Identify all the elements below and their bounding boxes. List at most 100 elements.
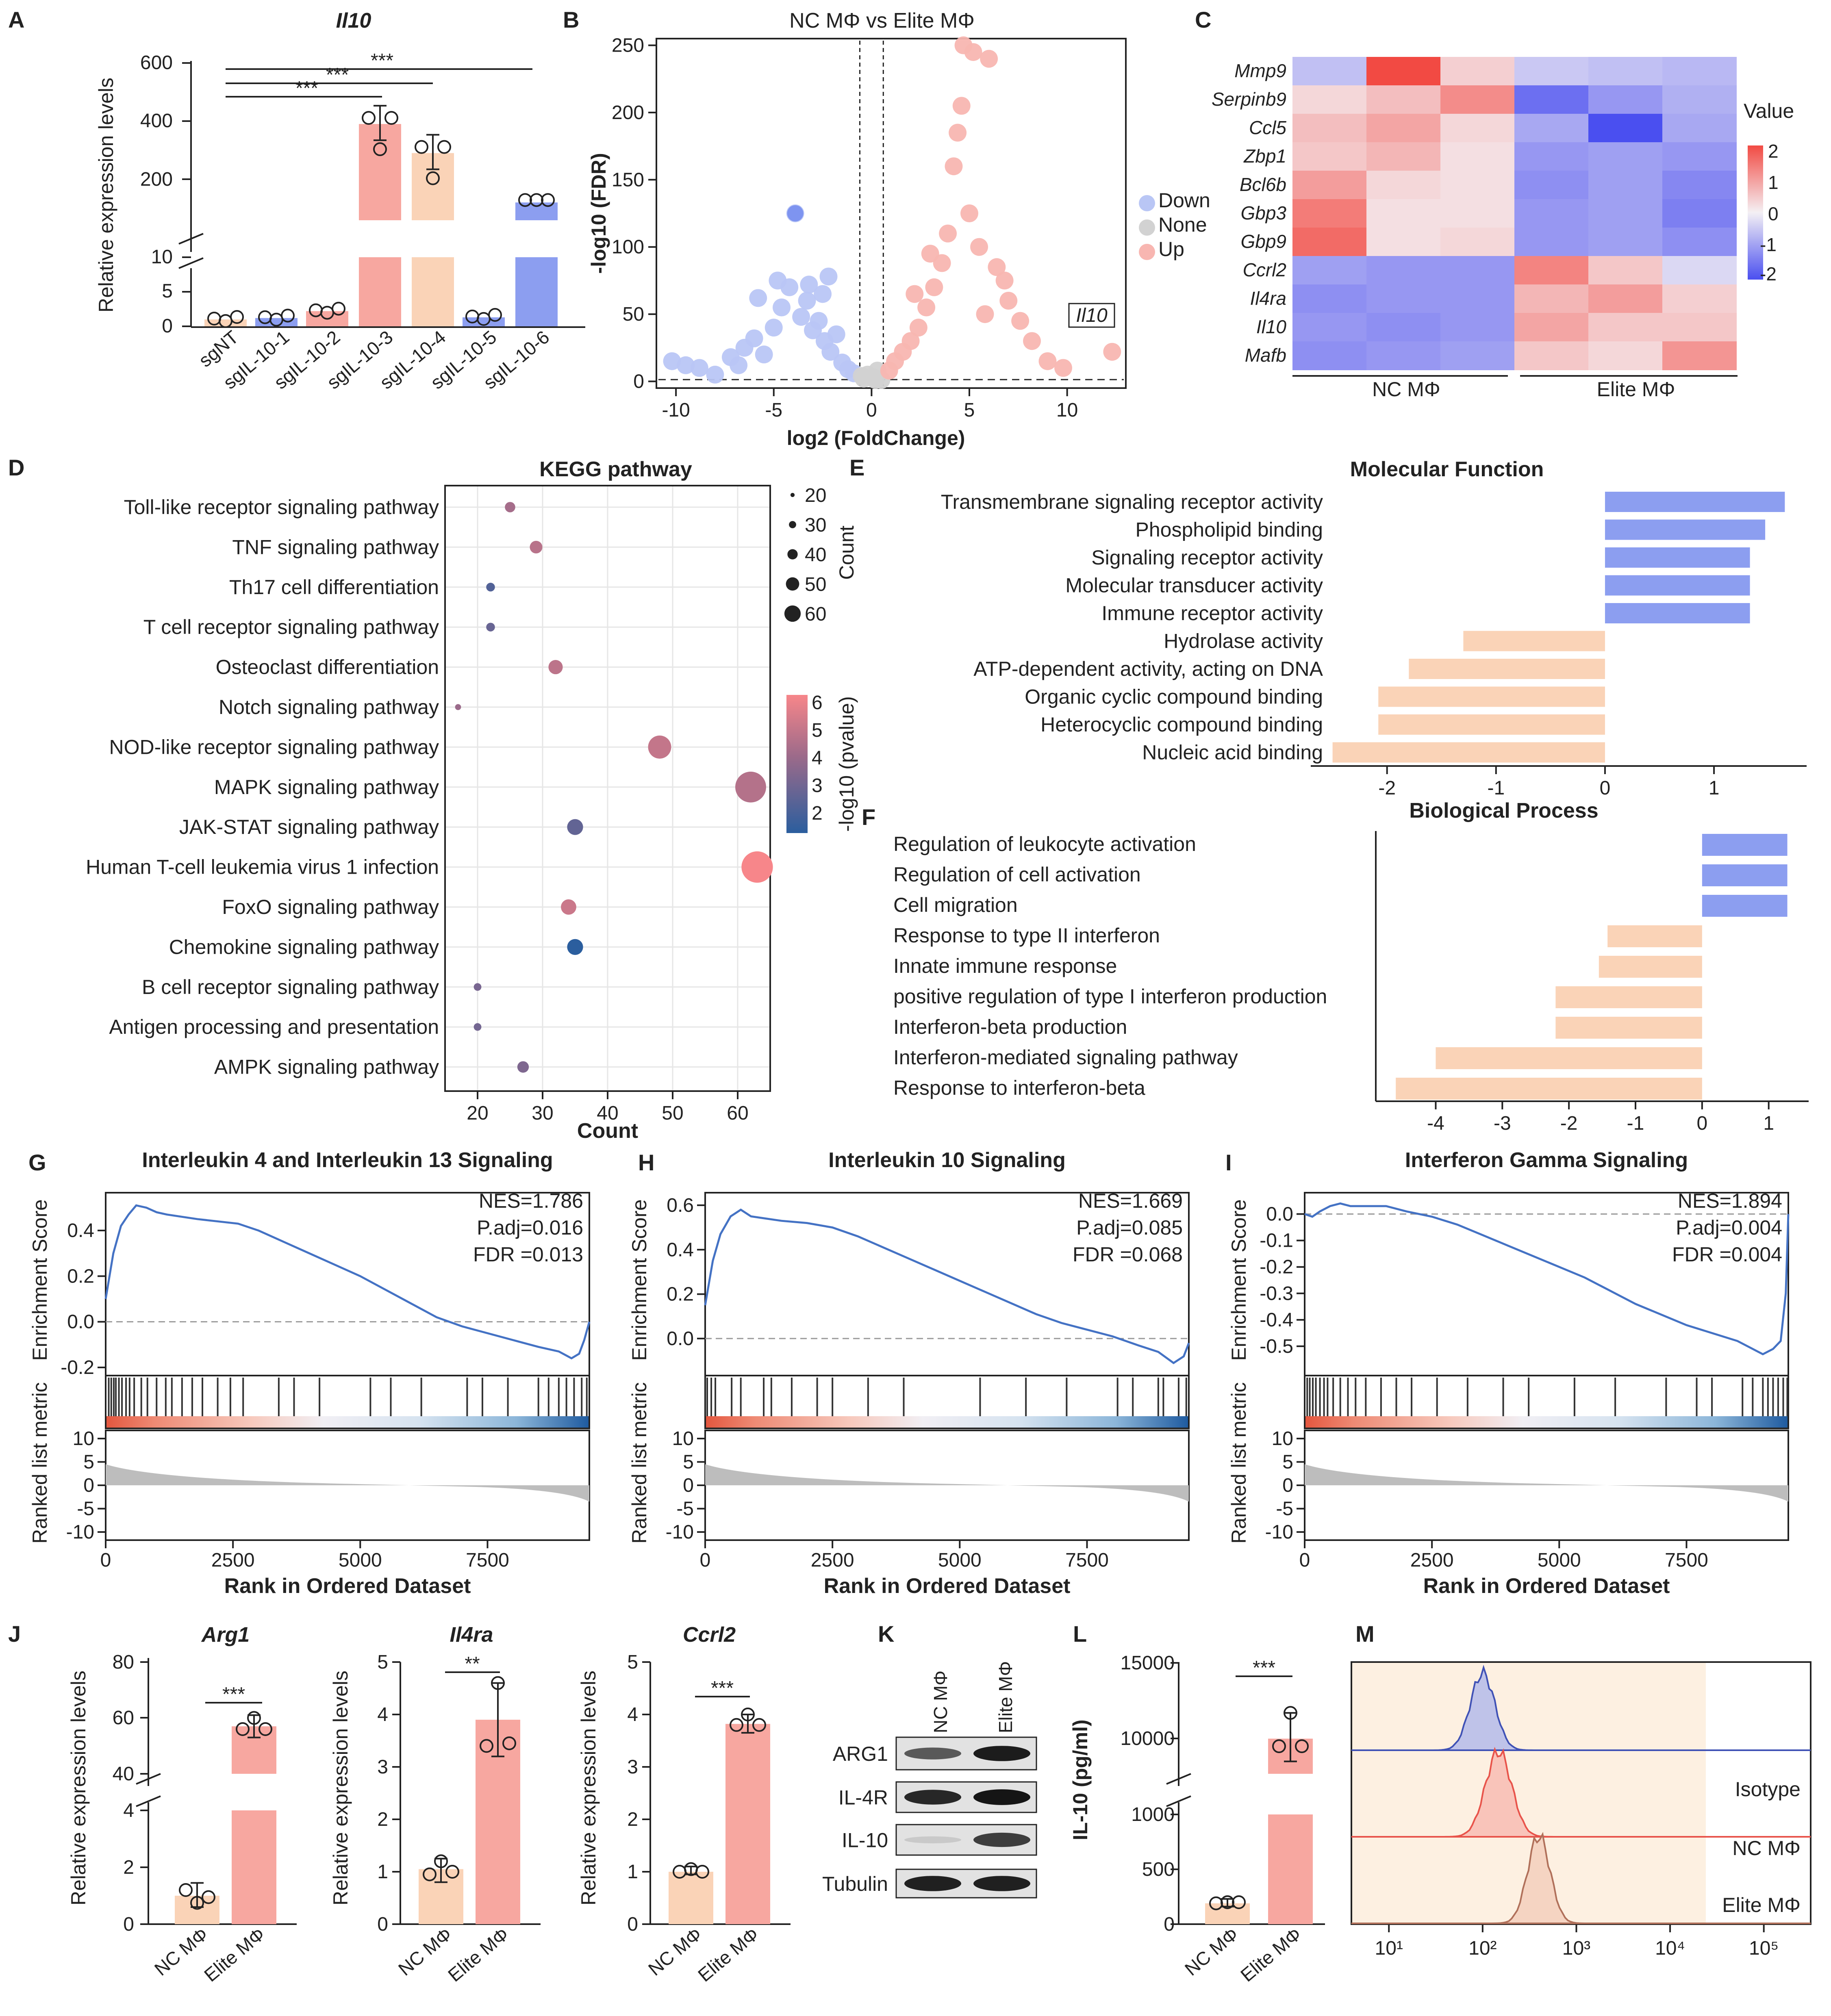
d-xtick-label: 40 (597, 1102, 618, 1124)
gsea-g-xtick-label: 2500 (211, 1549, 255, 1571)
k-blot-band (973, 1746, 1030, 1761)
d-xlabel: Count (577, 1119, 638, 1143)
c-row-label: Mafb (1245, 345, 1286, 366)
m-xtick-label: 10⁵ (1749, 1938, 1779, 1959)
e-bar (1605, 492, 1785, 512)
j-il4ra-ytick-label: 1 (377, 1861, 388, 1883)
j-arg1-sig: *** (222, 1684, 245, 1705)
panel-j: Arg1 Relative expression levels 80 60 40… (67, 1623, 791, 1986)
f-bar (1599, 956, 1702, 978)
b-point-down (677, 356, 695, 374)
d-row-label: T cell receptor signaling pathway (143, 616, 439, 638)
gsea-g-xlabel: Rank in Ordered Dataset (224, 1574, 471, 1598)
gsea-h-metric-area (705, 1464, 1189, 1502)
e-category-label: Transmembrane signaling receptor activit… (941, 490, 1323, 513)
gsea-g-mtick-label: 5 (83, 1452, 94, 1473)
gsea-h-title: Interleukin 10 Signaling (828, 1148, 1066, 1172)
l-ylabel: IL-10 (pg/ml) (1069, 1719, 1092, 1840)
e-category-label: Heterocyclic compound binding (1040, 713, 1323, 736)
b-point-up (906, 285, 924, 303)
gsea-i-stat: P.adj=0.004 (1676, 1216, 1782, 1239)
a-ytick: 5 (162, 280, 173, 302)
gsea-i-mtick-label: 5 (1282, 1452, 1293, 1473)
gsea-g-hits-frame (105, 1375, 590, 1429)
gsea-h-es-curve (704, 1208, 1190, 1365)
l-xtick-label: NC MΦ (1181, 1923, 1242, 1980)
gsea-i-mtick-label: 10 (1272, 1428, 1293, 1450)
c-heat-cell (1292, 142, 1367, 171)
b-xlabel: log2 (FoldChange) (787, 427, 965, 449)
c-heat-cell (1366, 313, 1441, 342)
gsea-h-xlabel: Rank in Ordered Dataset (824, 1574, 1071, 1598)
b-point-down (663, 352, 681, 370)
c-heat-cell (1366, 228, 1441, 256)
c-heat-cell (1588, 142, 1663, 171)
gsea-i-title: Interferon Gamma Signaling (1405, 1148, 1688, 1172)
c-legend-title: Value (1744, 100, 1794, 122)
a-data-point (281, 308, 295, 323)
gsea-i-xtick-label: 7500 (1665, 1549, 1708, 1571)
b-point-up (1023, 332, 1041, 350)
k-blot-band (973, 1789, 1030, 1805)
gsea-i-xtick-label: 0 (1299, 1549, 1310, 1571)
c-heat-cell (1662, 341, 1737, 370)
b-title: NC MΦ vs Elite MΦ (789, 9, 975, 33)
c-heat-cell (1662, 228, 1737, 256)
c-heat-cell (1440, 199, 1515, 228)
b-point-up (945, 157, 963, 176)
j-ccrl2-ytick-label: 0 (627, 1914, 638, 1935)
k-blot-band (973, 1876, 1030, 1891)
e-category-label: ATP-dependent activity, acting on DNA (973, 658, 1323, 680)
c-heat-cell (1588, 171, 1663, 200)
e-category-label: Nucleic acid binding (1142, 741, 1323, 764)
c-heat-cell (1292, 171, 1367, 200)
m-hist-isotype (1351, 1664, 1811, 1751)
j-arg1-break-mark (136, 1795, 161, 1807)
d-xtick-label: 30 (532, 1102, 553, 1124)
j-arg1-bar (232, 1810, 276, 1924)
b-point-down (773, 298, 791, 317)
j-il4ra-data-point (434, 1854, 448, 1868)
j-ylabel: Relative expression levels (329, 1671, 352, 1905)
e-bar (1605, 519, 1766, 540)
f-bar (1702, 864, 1788, 886)
c-heat-cell (1366, 341, 1441, 370)
b-point-up (976, 305, 994, 323)
c-row-label: Il10 (1256, 316, 1287, 337)
d-point (517, 1061, 529, 1073)
e-category-label: Molecular transducer activity (1065, 574, 1323, 597)
d-point (567, 819, 583, 835)
c-heat-cell (1662, 256, 1737, 285)
gsea-i-ytick-label: -0.1 (1260, 1230, 1293, 1252)
a-data-point (362, 111, 376, 125)
a-sig-label: *** (371, 50, 393, 72)
c-heat-cell (1292, 313, 1367, 342)
d-size-legend-title: Count (835, 525, 858, 580)
f-bar (1396, 1078, 1702, 1100)
j-arg1-ytick: 80 (113, 1651, 134, 1673)
d-point (473, 983, 482, 991)
b-gene-label: Il10 (1076, 305, 1108, 326)
c-legend-tick: 1 (1768, 172, 1779, 193)
j-arg1-ytick: 60 (113, 1707, 134, 1729)
d-size-legend-dot (786, 577, 799, 591)
k-blot-band (904, 1790, 961, 1805)
gsea-h-ylabel-metric: Ranked list metric (628, 1382, 651, 1543)
k-blot-band (904, 1876, 961, 1891)
f-category-label: Innate immune response (893, 955, 1117, 977)
f-bar (1555, 1017, 1702, 1039)
j-arg1-ytick: 0 (123, 1914, 134, 1935)
gsea-g-xtick-label: 5000 (339, 1549, 382, 1571)
panel-label-m: M (1355, 1621, 1375, 1647)
a-break-mark (178, 233, 204, 245)
b-point-down (755, 345, 773, 364)
gsea-i-ytick-label: -0.3 (1260, 1283, 1293, 1304)
f-category-label: Regulation of leukocyte activation (893, 833, 1196, 855)
e-bar (1463, 631, 1605, 651)
d-color-tick: 6 (812, 692, 823, 714)
a-data-point (230, 310, 244, 324)
d-point (486, 583, 495, 592)
b-ytick-label: 200 (612, 102, 644, 124)
b-point-down (800, 276, 818, 294)
b-ytick-label: 100 (612, 237, 644, 258)
